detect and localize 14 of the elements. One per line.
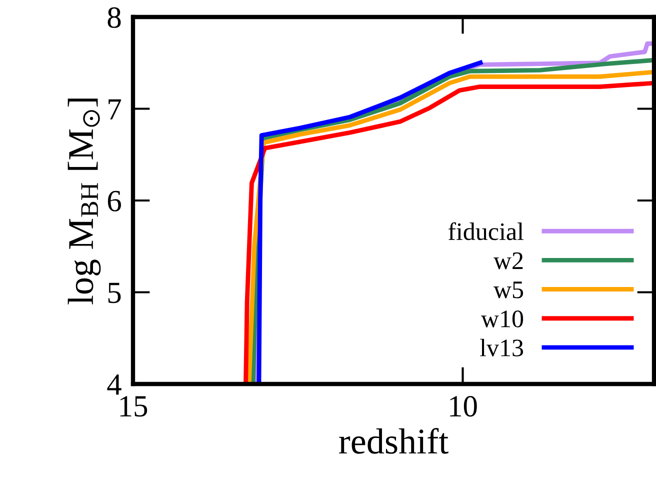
- legend-label: w5: [493, 282, 524, 298]
- x-tick-label: 10: [450, 396, 477, 417]
- legend-label: w10: [480, 310, 524, 328]
- x-tick-label: 15: [120, 396, 148, 417]
- x-axis-title: redshift: [339, 428, 448, 454]
- y-tick-label: 5: [108, 282, 121, 304]
- y-tick-label: 6: [108, 190, 121, 212]
- y-axis-title: log M$_{BH}$ [M$_{⊙}$]: [68, 98, 101, 304]
- y-tick-label: 8: [108, 7, 121, 28]
- legend-label: fiducial: [448, 222, 524, 240]
- y-tick-label: 7: [108, 99, 122, 120]
- y-tick-label: 4: [107, 374, 122, 395]
- legend-label: w2: [493, 252, 523, 270]
- legend-label: lv13: [480, 338, 524, 356]
